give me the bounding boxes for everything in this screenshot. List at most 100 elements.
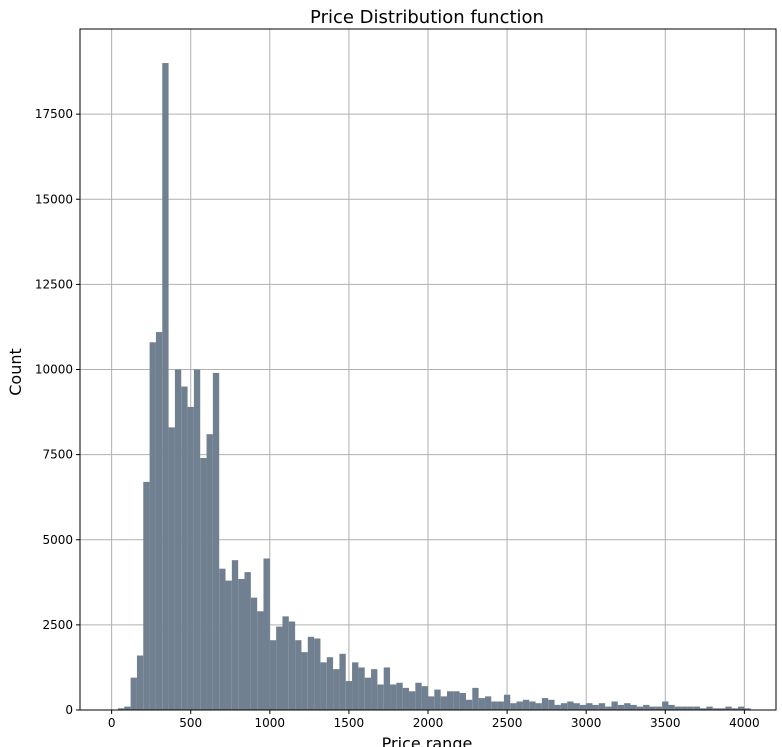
histogram-bar: [586, 703, 593, 710]
histogram-bar: [402, 687, 410, 710]
histogram-bar: [396, 682, 403, 710]
y-tick-label: 10000: [35, 363, 73, 377]
x-tick-label: 3000: [571, 716, 602, 730]
histogram-bar: [168, 427, 175, 710]
y-tick-label: 7500: [42, 448, 73, 462]
histogram-bar: [162, 63, 169, 711]
histogram-bar: [674, 706, 682, 710]
histogram-bar: [611, 701, 618, 710]
histogram-bar: [358, 667, 365, 710]
histogram-bar: [687, 706, 694, 710]
histogram-bar: [643, 704, 650, 710]
histogram-bar: [712, 708, 720, 710]
histogram-bar: [567, 701, 574, 710]
y-tick-label: 12500: [35, 277, 73, 291]
histogram-bar: [333, 669, 340, 710]
histogram-bar: [446, 691, 454, 710]
histogram-bar: [744, 708, 751, 710]
histogram-bar: [535, 703, 542, 710]
x-tick-label: 3500: [650, 716, 681, 730]
histogram-bar: [592, 704, 599, 710]
histogram-bar: [200, 458, 207, 710]
histogram-bar: [269, 640, 277, 710]
histogram-bar: [409, 691, 416, 710]
histogram-bar: [522, 699, 530, 710]
histogram-bar: [554, 704, 561, 710]
histogram-bar: [700, 708, 707, 710]
x-tick-label: 2000: [413, 716, 444, 730]
histogram-bar: [301, 652, 308, 710]
histogram-bar: [478, 698, 485, 710]
histogram-bar: [529, 701, 536, 710]
histogram-bars: [117, 63, 751, 711]
histogram-bar: [548, 699, 555, 710]
histogram-bar: [465, 699, 473, 710]
histogram-bar: [250, 597, 258, 710]
histogram-bar: [731, 708, 739, 710]
histogram-bar: [149, 342, 156, 710]
histogram-bar: [598, 703, 606, 710]
histogram-bar: [371, 669, 378, 710]
histogram-bar: [491, 701, 498, 710]
histogram-bar: [345, 681, 353, 710]
histogram-bar: [383, 667, 391, 710]
histogram-bar: [206, 434, 213, 710]
histogram-bar: [605, 706, 612, 710]
x-axis-ticks: 0 500 1000 1500 2000 2500 3000 3500 4000: [108, 710, 760, 730]
histogram-bar: [231, 560, 239, 710]
x-tick-label: 500: [179, 716, 202, 730]
histogram-bar: [573, 703, 580, 710]
histogram-bar: [560, 703, 568, 710]
histogram-bar: [497, 701, 504, 710]
histogram-bar: [124, 706, 131, 710]
x-tick-label: 0: [108, 716, 116, 730]
histogram-bar: [510, 703, 517, 710]
histogram-bar: [244, 572, 251, 710]
histogram-bar: [434, 689, 441, 710]
histogram-bar: [636, 706, 644, 710]
histogram-bar: [238, 578, 245, 710]
y-axis-label: Count: [6, 348, 25, 396]
histogram-bar: [630, 704, 637, 710]
y-tick-label: 5000: [42, 533, 73, 547]
histogram-bar: [390, 684, 397, 710]
x-tick-label: 4000: [729, 716, 760, 730]
histogram-bar: [219, 568, 226, 710]
histogram-bar: [706, 706, 713, 710]
histogram-bar: [624, 703, 631, 710]
histogram-bar: [155, 332, 163, 710]
histogram-bar: [181, 386, 188, 710]
histogram-bar: [326, 657, 334, 710]
histogram-bar: [579, 704, 587, 710]
histogram-bar: [314, 638, 321, 710]
histogram-bar: [143, 481, 150, 710]
histogram-bar: [117, 708, 125, 710]
histogram-bar: [130, 677, 137, 710]
histogram-bar: [295, 640, 302, 710]
histogram-bar: [472, 687, 479, 710]
y-tick-label: 2500: [42, 618, 73, 632]
histogram-bar: [352, 662, 359, 710]
histogram-bar: [276, 626, 283, 710]
histogram-bar: [421, 686, 428, 710]
histogram-bar: [440, 696, 447, 710]
histogram-bar: [541, 698, 549, 710]
histogram-bar: [453, 691, 460, 710]
histogram-bar: [484, 696, 492, 710]
histogram-bar: [516, 701, 523, 710]
histogram-bar: [415, 682, 422, 710]
histogram-bar: [428, 696, 435, 710]
histogram-bar: [282, 616, 289, 710]
histogram-bar: [719, 708, 726, 710]
histogram-bar: [136, 655, 144, 710]
histogram-bar: [263, 558, 270, 710]
histogram-bar: [364, 677, 372, 710]
histogram-bar: [339, 653, 346, 710]
histogram-bar: [738, 706, 745, 710]
histogram-bar: [649, 706, 656, 710]
histogram-bar: [307, 636, 315, 710]
y-tick-label: 15000: [35, 192, 73, 206]
histogram-bar: [668, 704, 675, 710]
histogram-bar: [174, 369, 182, 710]
